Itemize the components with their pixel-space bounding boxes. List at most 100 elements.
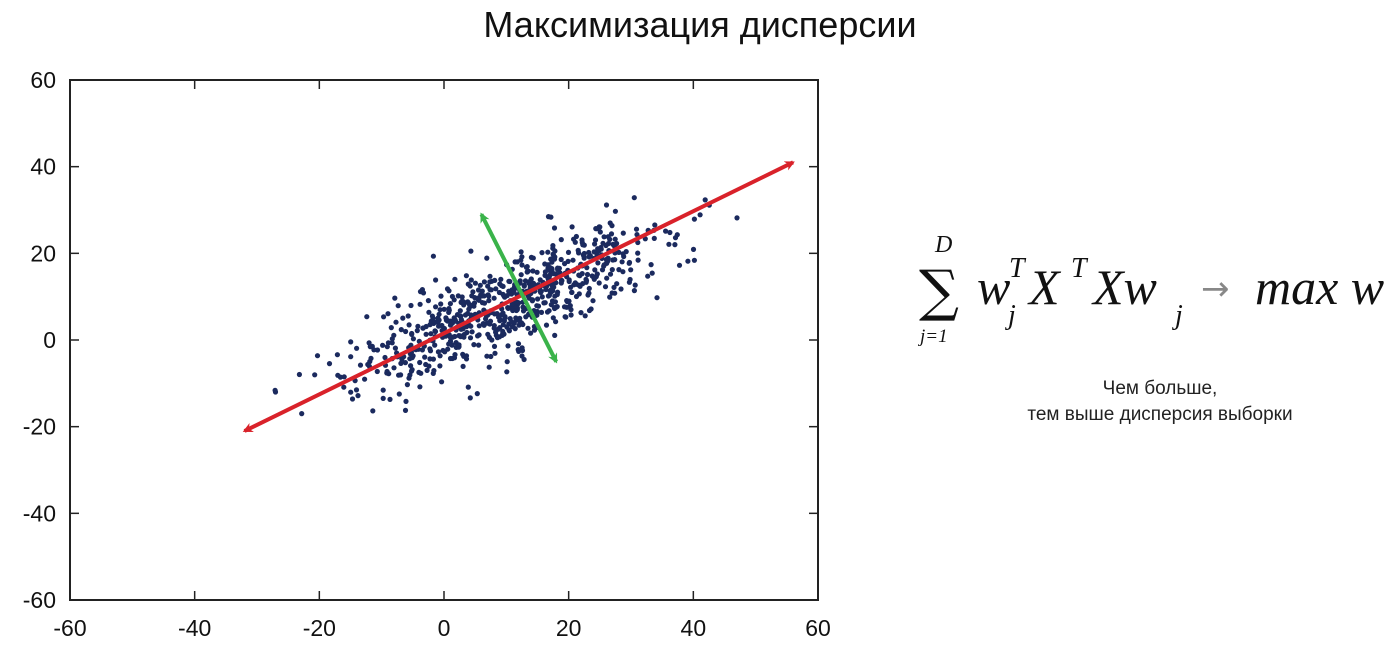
data-point — [605, 240, 612, 247]
y-tick-label: 40 — [30, 154, 56, 180]
data-point — [398, 360, 404, 366]
data-point — [565, 249, 572, 255]
data-point — [538, 309, 545, 315]
data-point — [601, 234, 607, 240]
data-point — [612, 236, 618, 242]
data-point — [528, 254, 535, 260]
data-point — [586, 290, 592, 296]
data-point — [392, 295, 398, 301]
y-tick-label: -40 — [23, 500, 56, 526]
data-point — [426, 363, 432, 369]
data-point — [497, 325, 503, 331]
data-point — [458, 334, 464, 340]
caption-line-2: тем выше дисперсия выборки — [1027, 404, 1293, 425]
data-point — [584, 271, 591, 278]
data-point — [504, 324, 510, 330]
data-point — [404, 382, 410, 388]
data-point — [612, 208, 619, 214]
data-point — [558, 256, 564, 263]
data-point — [598, 244, 604, 251]
data-point — [357, 362, 364, 368]
data-point — [505, 305, 511, 311]
data-point — [400, 315, 406, 321]
data-point — [539, 250, 545, 256]
data-point — [685, 258, 691, 264]
data-point — [676, 262, 683, 268]
data-point — [469, 329, 475, 335]
data-point — [453, 340, 459, 346]
data-point — [492, 350, 498, 356]
data-point — [551, 256, 558, 262]
data-point — [498, 276, 504, 282]
data-point — [627, 276, 633, 283]
data-point — [672, 242, 678, 248]
axis-ticks: -60 -40 -20 0 20 40 60 -60 -40 -20 0 20 40 60 — [23, 67, 831, 641]
data-point — [521, 283, 527, 289]
data-point — [272, 387, 278, 393]
data-point — [395, 303, 401, 309]
data-point — [446, 341, 452, 347]
data-point — [438, 293, 444, 299]
data-point — [511, 289, 517, 295]
data-point — [581, 253, 587, 259]
data-point — [348, 354, 354, 360]
data-point — [520, 308, 527, 314]
data-point — [565, 258, 571, 264]
data-point — [420, 325, 426, 331]
data-point — [435, 349, 441, 355]
data-point — [666, 241, 672, 247]
data-point — [654, 295, 660, 301]
data-point — [494, 335, 501, 341]
data-point — [590, 274, 596, 280]
data-point — [371, 347, 377, 353]
x-tick-label: -40 — [178, 615, 211, 641]
data-point — [519, 345, 525, 351]
x-tick-label: -60 — [53, 615, 86, 641]
data-point — [528, 330, 534, 336]
data-point — [442, 349, 448, 355]
data-point — [596, 280, 602, 286]
data-point — [422, 354, 428, 360]
data-point — [406, 322, 412, 328]
data-point — [628, 267, 634, 273]
x-tick-label: 0 — [438, 615, 451, 641]
formula-sum-symbol: ∑ — [919, 259, 959, 324]
data-point — [486, 334, 492, 340]
data-point — [535, 296, 541, 302]
data-point — [583, 278, 590, 284]
data-point — [525, 325, 531, 331]
data-point — [432, 328, 439, 335]
data-point — [609, 267, 615, 273]
data-point — [481, 300, 488, 306]
data-point — [551, 271, 557, 277]
data-point — [568, 307, 574, 313]
data-point — [362, 376, 368, 382]
data-point — [504, 369, 510, 375]
data-point — [384, 370, 390, 376]
data-point — [364, 314, 370, 320]
data-point — [453, 344, 459, 350]
data-point — [551, 225, 558, 231]
data-point — [545, 214, 552, 220]
data-point — [568, 312, 574, 318]
data-point — [484, 255, 490, 261]
data-point — [631, 195, 637, 201]
data-point — [506, 288, 512, 294]
data-point — [335, 372, 341, 378]
data-point — [353, 387, 360, 393]
data-point — [460, 363, 466, 369]
data-point — [417, 359, 423, 366]
formula-lower-limit: j=1 — [917, 326, 948, 347]
data-point — [608, 231, 615, 237]
data-point — [312, 372, 318, 378]
data-point — [474, 391, 480, 397]
data-point — [463, 273, 469, 279]
data-point — [538, 288, 544, 294]
data-point — [510, 307, 516, 314]
formula-arrow: → — [1201, 269, 1230, 309]
data-point — [534, 303, 540, 309]
x-tick-label: 20 — [556, 615, 582, 641]
data-point — [402, 360, 408, 366]
data-point — [547, 265, 553, 271]
y-tick-label: 60 — [30, 67, 56, 93]
